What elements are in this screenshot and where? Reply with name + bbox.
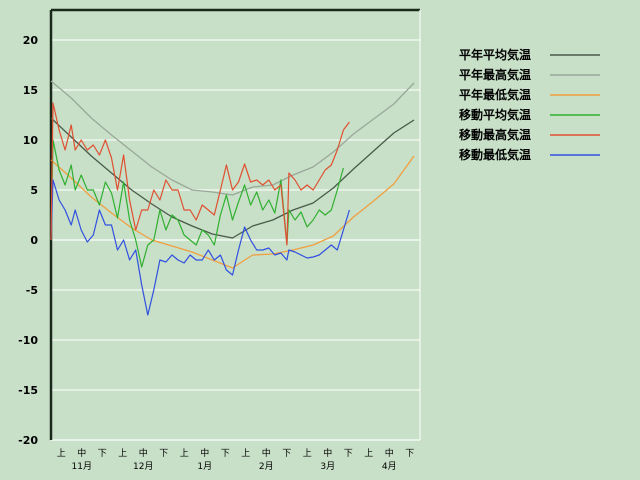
y-tick-label: -20	[18, 434, 38, 447]
x-tick-label: 上	[57, 448, 66, 459]
x-tick-label: 下	[282, 449, 291, 459]
x-tick-label: 下	[98, 449, 107, 459]
legend-label: 平年最低気温	[459, 87, 531, 102]
legend-label: 平年最高気温	[459, 67, 531, 82]
y-tick-label: 5	[30, 184, 38, 197]
x-tick-label: 下	[344, 449, 353, 459]
y-tick-label: 15	[23, 84, 38, 97]
x-tick-label: 中	[385, 447, 394, 459]
month-label: 3月	[320, 461, 335, 472]
grid-lines	[51, 39, 420, 391]
x-tick-label: 中	[262, 447, 271, 459]
x-tick-label: 下	[159, 449, 168, 459]
x-tick-label: 上	[364, 448, 373, 459]
series-line-5	[50, 179, 350, 316]
x-tick-label: 上	[241, 448, 250, 459]
series-line-1	[50, 80, 415, 196]
plot-area	[51, 10, 420, 440]
y-tick-label: 10	[23, 134, 39, 147]
x-tick-labels: 上中下上中下上中下上中下上中下上中下11月 12月 1月 2月 3月 4月	[57, 447, 415, 472]
month-label: 2月	[259, 461, 274, 472]
x-tick-label: 下	[221, 449, 230, 459]
y-tick-label: -5	[26, 284, 38, 297]
x-tick-label: 上	[118, 448, 127, 459]
month-label: 12月	[133, 461, 153, 472]
legend-label: 平年平均気温	[459, 47, 531, 62]
x-tick-label: 中	[323, 447, 332, 459]
y-tick-label: -15	[18, 384, 38, 397]
x-tick-label: 中	[200, 447, 209, 459]
x-tick-label: 中	[77, 447, 86, 459]
legend-label: 移動平均気温	[459, 107, 531, 122]
series-line-0	[50, 117, 415, 239]
series-lines	[50, 80, 415, 316]
series-line-3	[50, 139, 344, 268]
legend-label: 移動最低気温	[459, 147, 531, 162]
series-line-4	[50, 102, 350, 246]
month-label: 11月	[72, 461, 92, 472]
month-label: 1月	[197, 461, 212, 472]
x-tick-label: 上	[180, 448, 189, 459]
y-tick-label: 0	[30, 234, 38, 247]
series-line-2	[50, 155, 415, 269]
x-tick-label: 下	[405, 449, 414, 459]
legend-label: 移動最高気温	[459, 127, 531, 142]
y-tick-label: -10	[18, 334, 38, 347]
x-tick-label: 上	[303, 448, 312, 459]
y-tick-labels: 20 15 10 5 0 -5 -10 -15 -20	[18, 34, 38, 447]
month-label: 4月	[382, 461, 397, 472]
y-tick-label: 20	[23, 34, 39, 47]
x-tick-label: 中	[139, 447, 148, 459]
